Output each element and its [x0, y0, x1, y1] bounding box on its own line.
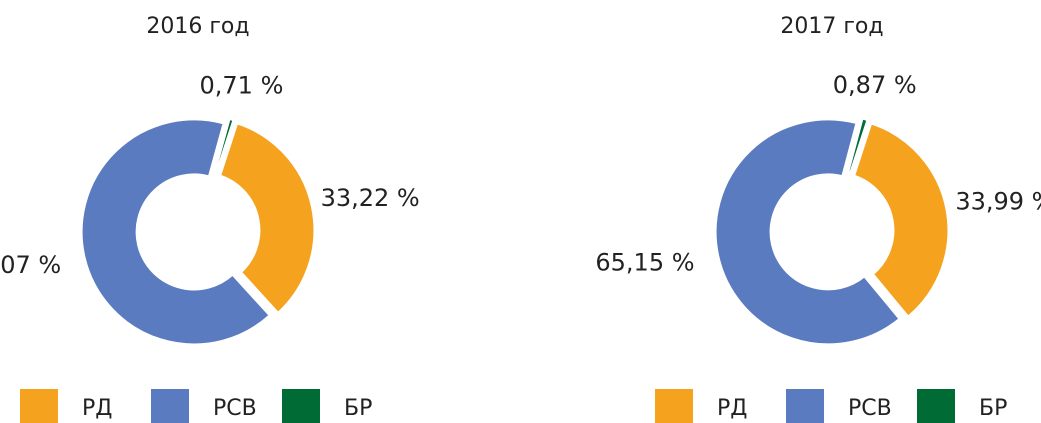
- value-label: 0,87 %: [833, 71, 917, 99]
- pie-slice: [217, 120, 317, 316]
- value-label: 33,99 %: [955, 188, 1041, 216]
- value-label: 66,07 %: [0, 251, 61, 279]
- legend-swatch: [655, 389, 693, 423]
- value-label: 65,15 %: [595, 248, 694, 276]
- legend-swatch: [151, 389, 189, 423]
- legend-label: РД: [717, 396, 747, 421]
- pie-slice: [79, 117, 273, 347]
- legend-swatch: [917, 389, 955, 423]
- legend-label: БР: [979, 396, 1007, 421]
- legend-label: РСВ: [213, 396, 257, 421]
- legend-label: РСВ: [848, 396, 892, 421]
- pie-slice: [851, 120, 951, 320]
- chart-title: 2017 год: [780, 14, 883, 39]
- legend-swatch: [282, 389, 320, 423]
- value-label: 0,71 %: [200, 71, 284, 99]
- legend-label: БР: [344, 396, 372, 421]
- pie-slice: [713, 117, 903, 347]
- legend-swatch: [786, 389, 824, 423]
- chart-title: 2016 год: [146, 14, 249, 39]
- legend-swatch: [20, 389, 58, 423]
- pie-slice: [212, 116, 236, 175]
- pie-slice: [845, 116, 870, 175]
- legend-label: РД: [82, 396, 112, 421]
- value-label: 33,22 %: [321, 184, 420, 212]
